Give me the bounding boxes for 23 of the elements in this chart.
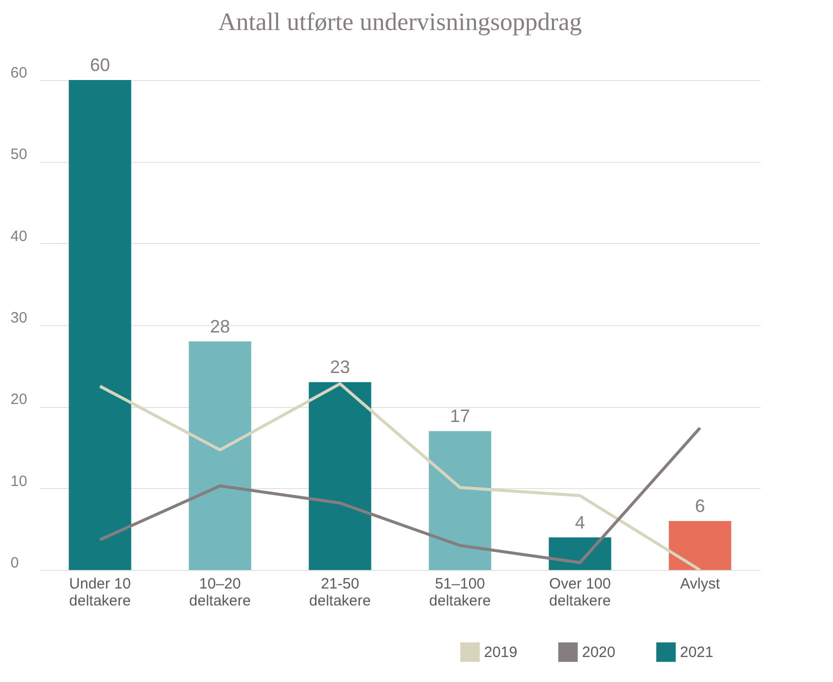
- x-tick-label: 51–100 deltakere: [429, 576, 491, 610]
- x-tick-label: 21-50 deltakere: [309, 576, 371, 610]
- y-tick-label: 50: [10, 146, 28, 164]
- y-tick-label: 10: [10, 472, 28, 490]
- legend-label: 2021: [680, 644, 714, 662]
- data-label: 28: [210, 316, 230, 336]
- chart-title: Antall utførte undervisningsoppdrag: [218, 9, 582, 36]
- x-tick-label: Over 100 deltakere: [549, 576, 611, 610]
- data-label: 4: [574, 512, 586, 532]
- y-tick-label: 60: [10, 64, 28, 82]
- y-tick-label: 30: [10, 310, 28, 326]
- data-label: 17: [450, 406, 470, 426]
- y-tick-label: 0: [10, 554, 19, 572]
- legend-label: 2020: [582, 644, 616, 662]
- x-tick-label: Avlyst: [680, 576, 721, 592]
- data-label: 6: [694, 496, 706, 516]
- y-tick-label: 40: [10, 228, 28, 245]
- y-tick-label: 20: [10, 391, 28, 408]
- x-tick-label: 10–20 deltakere: [189, 576, 251, 610]
- data-label: 23: [330, 357, 350, 378]
- legend-label: 2019: [484, 644, 518, 662]
- x-tick-label: Under 10 deltakere: [69, 576, 131, 610]
- data-label: 60: [90, 55, 110, 75]
